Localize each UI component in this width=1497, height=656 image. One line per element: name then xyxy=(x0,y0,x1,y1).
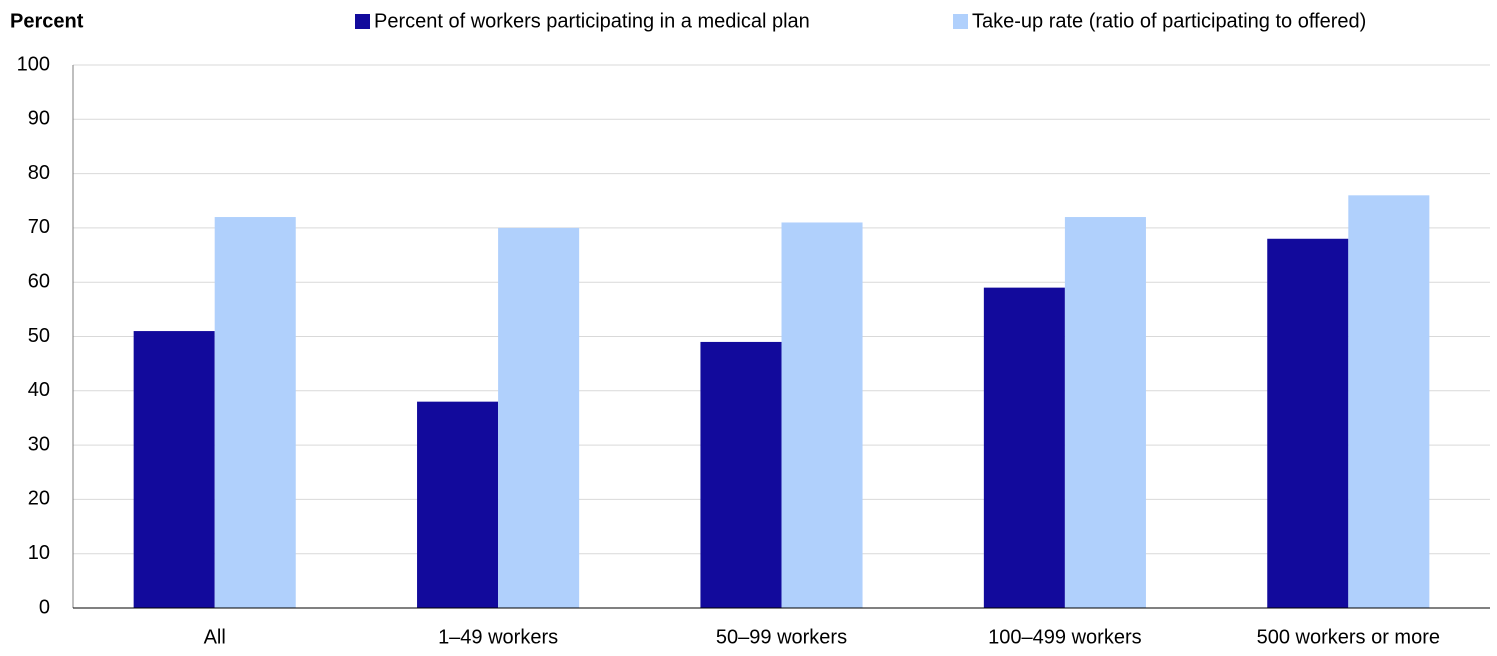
y-tick-label: 10 xyxy=(28,542,50,564)
x-tick-label: 100–499 workers xyxy=(988,626,1141,648)
x-tick-label: All xyxy=(204,626,226,648)
x-tick-label: 50–99 workers xyxy=(716,626,847,648)
bar xyxy=(1267,238,1349,608)
y-tick-label: 70 xyxy=(28,216,50,238)
bar xyxy=(700,341,782,608)
bar xyxy=(498,227,580,608)
bar xyxy=(1348,195,1430,608)
y-tick-label: 30 xyxy=(28,433,50,455)
y-tick-label: 90 xyxy=(28,108,50,130)
y-tick-label: 60 xyxy=(28,270,50,292)
bar xyxy=(781,222,863,608)
y-tick-label: 0 xyxy=(39,596,50,618)
y-tick-label: 80 xyxy=(28,162,50,184)
y-tick-label: 50 xyxy=(28,325,50,347)
y-tick-label: 20 xyxy=(28,488,50,510)
y-axis-label: Percent xyxy=(10,10,84,32)
bar xyxy=(417,401,499,608)
legend-label: Percent of workers participating in a me… xyxy=(374,10,810,32)
y-tick-label: 40 xyxy=(28,379,50,401)
bar xyxy=(133,331,215,608)
legend-swatch xyxy=(355,14,370,29)
bar xyxy=(1064,217,1146,609)
legend-label: Take-up rate (ratio of participating to … xyxy=(972,10,1366,32)
legend-swatch xyxy=(953,14,968,29)
x-tick-label: 1–49 workers xyxy=(438,626,558,648)
bar xyxy=(983,287,1065,608)
bar xyxy=(214,217,296,609)
x-tick-label: 500 workers or more xyxy=(1257,626,1440,648)
y-tick-label: 100 xyxy=(17,53,50,75)
